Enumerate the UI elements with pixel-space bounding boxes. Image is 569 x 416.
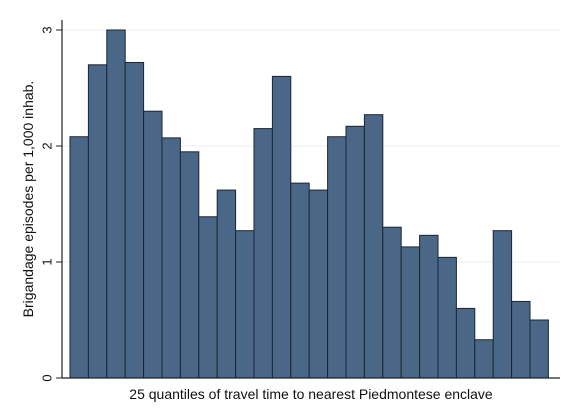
y-tick-label-0: 0 (39, 374, 54, 381)
bar-25 (511, 300, 531, 379)
bar-6 (161, 137, 181, 379)
x-axis-label: 25 quantiles of travel time to nearest P… (129, 386, 493, 402)
bar-4 (124, 61, 145, 379)
bar-20 (419, 234, 439, 379)
bar-26 (529, 319, 549, 379)
bar-11 (253, 128, 273, 379)
bars (69, 29, 549, 379)
bar-13 (290, 182, 310, 379)
bar-18 (382, 226, 402, 379)
y-tick-label-2: 2 (39, 142, 54, 149)
bar-10 (235, 230, 255, 379)
bar-1 (69, 136, 89, 379)
bar-9 (216, 189, 237, 379)
bar-14 (308, 189, 329, 379)
y-axis-label: Brigandage episodes per 1,000 inhab. (20, 81, 36, 318)
bar-16 (345, 125, 365, 379)
y-ticks: 0 1 2 3 (39, 26, 62, 382)
bar-7 (179, 151, 200, 379)
bar-22 (455, 307, 476, 379)
bar-17 (363, 114, 384, 379)
bar-24 (492, 230, 513, 379)
y-tick-label-3: 3 (39, 26, 54, 33)
bar-23 (474, 339, 494, 379)
axes (61, 20, 560, 379)
bar-8 (198, 216, 218, 379)
bar-21 (437, 256, 457, 379)
bar-15 (327, 136, 347, 379)
bar-3 (106, 29, 126, 379)
bar-19 (400, 246, 421, 379)
bar-12 (271, 75, 292, 379)
bar-2 (87, 64, 108, 379)
y-tick-label-1: 1 (39, 258, 54, 265)
bar-5 (143, 110, 163, 379)
